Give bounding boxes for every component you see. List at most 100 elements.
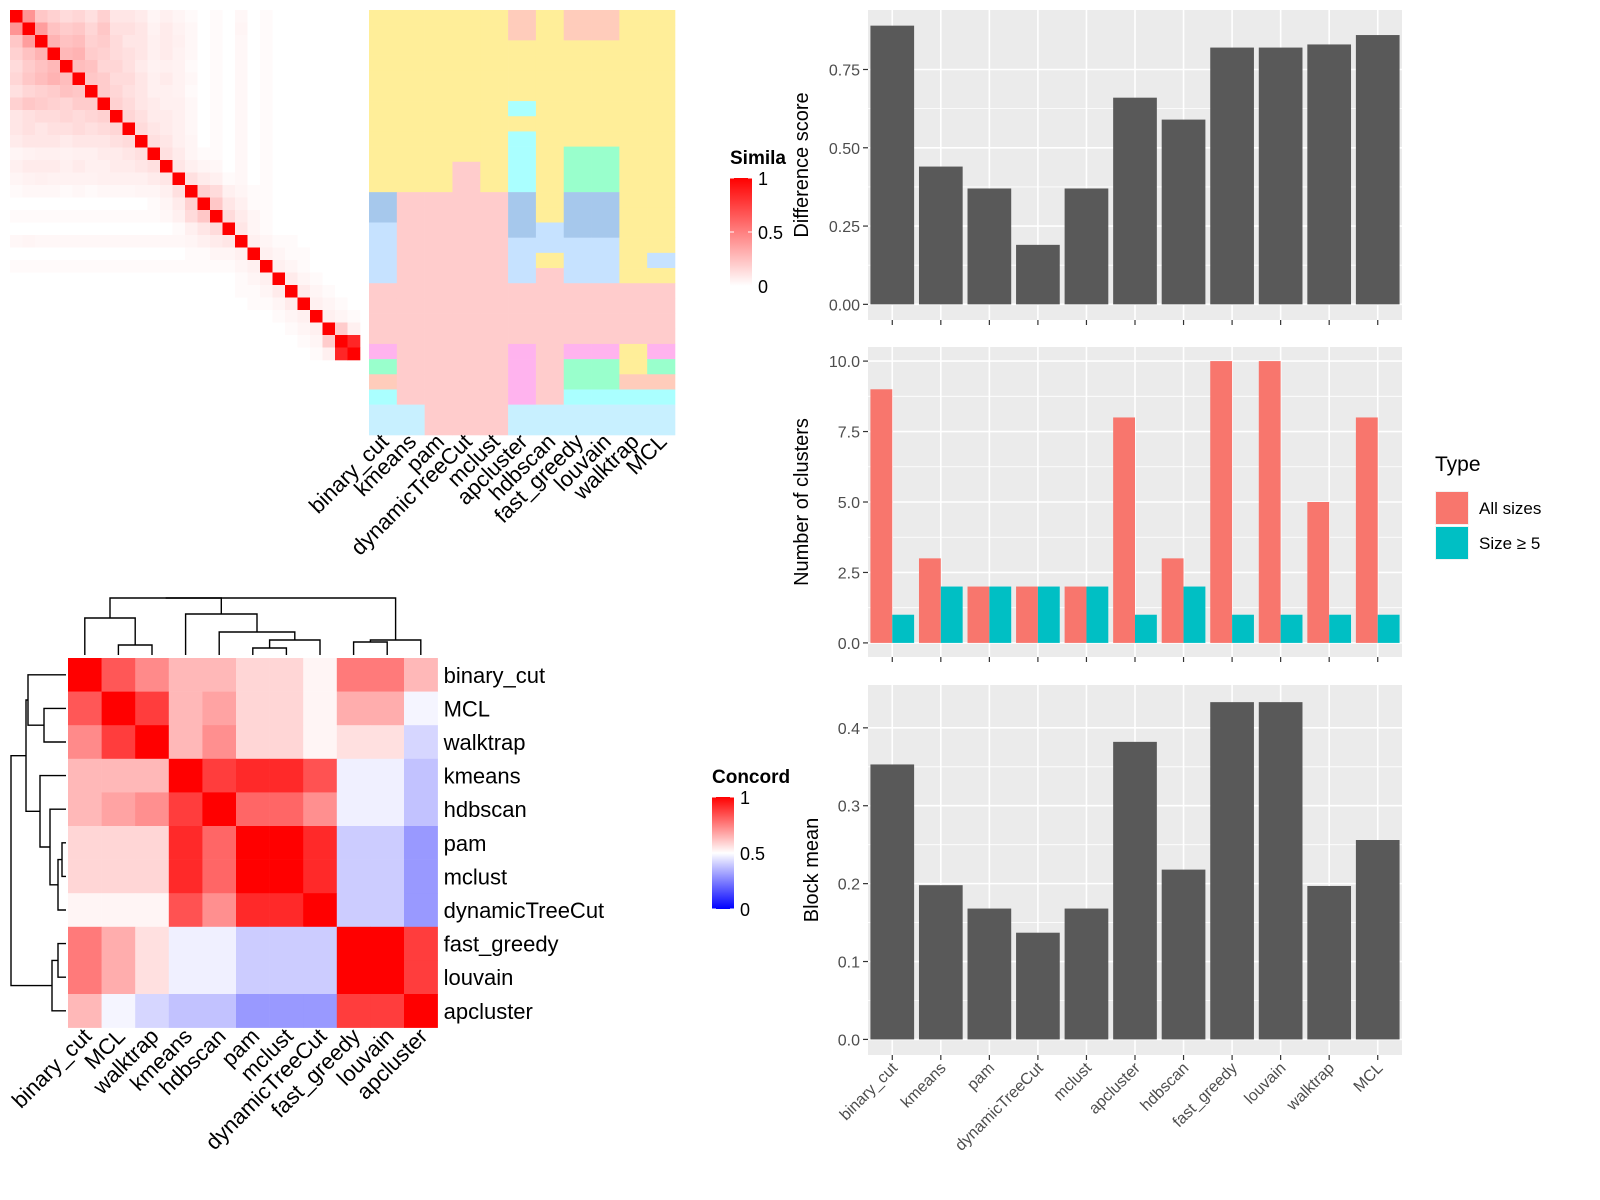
similarity-cell <box>72 247 86 261</box>
similarity-cell <box>72 322 86 336</box>
assignment-cell <box>424 328 453 345</box>
assignment-cell <box>396 55 425 72</box>
assignment-cell <box>647 85 676 102</box>
similarity-cell <box>72 172 86 186</box>
assignment-cell <box>480 161 509 178</box>
similarity-cell <box>85 347 98 361</box>
similarity-cell <box>310 85 323 98</box>
assignment-cell <box>619 25 648 41</box>
y-tick-label: 0.50 <box>829 141 860 158</box>
similarity-cell <box>147 310 161 323</box>
assignment-cell <box>480 419 509 436</box>
similarity-cell <box>260 285 273 298</box>
similarity-cell <box>297 60 311 73</box>
similarity-cell <box>172 85 186 98</box>
similarity-cell <box>135 10 148 23</box>
concordance-cell <box>68 658 102 692</box>
similarity-cell <box>185 47 198 61</box>
similarity-cell <box>160 47 173 61</box>
assignment-cell <box>591 85 620 102</box>
assignment-cell <box>619 283 648 299</box>
left-dendrogram-branch <box>51 959 66 1012</box>
assignment-cell <box>563 283 592 299</box>
similarity-cell <box>160 310 173 323</box>
assignment-cell <box>563 389 592 405</box>
similarity-cell <box>122 10 136 23</box>
similarity-cell <box>122 47 136 61</box>
similarity-cell <box>260 210 273 223</box>
similarity-cell <box>322 285 336 298</box>
concordance-cell <box>168 691 203 726</box>
similarity-cell <box>322 310 336 323</box>
similarity-cell <box>97 110 111 123</box>
similarity-cell <box>272 260 286 273</box>
similarity-cell <box>135 60 148 73</box>
assignment-cell <box>563 85 592 102</box>
bar <box>870 764 915 1040</box>
left-dendrogram-branch <box>61 842 66 878</box>
assignment-cell <box>424 10 453 26</box>
similarity-cell <box>122 185 136 198</box>
similarity-cell <box>85 35 98 48</box>
concordance-cell <box>68 859 102 894</box>
similarity-cell <box>210 135 223 148</box>
assignment-cell <box>369 252 398 269</box>
similarity-cell <box>210 10 223 23</box>
similarity-cell <box>310 10 323 23</box>
assignment-cell <box>535 116 565 132</box>
similarity-cell <box>210 322 223 336</box>
concordance-cell <box>101 994 136 1028</box>
bar-all-sizes <box>870 389 893 643</box>
similarity-cell <box>210 72 223 86</box>
concordance-cell <box>336 994 371 1028</box>
y-tick-label: 0.1 <box>838 955 860 972</box>
similarity-cell <box>147 222 161 236</box>
concordance-cell <box>68 691 102 726</box>
similarity-cell <box>222 72 236 86</box>
similarity-cell <box>47 310 61 323</box>
similarity-cell <box>135 35 148 48</box>
concordance-cell <box>135 792 170 827</box>
similarity-cell <box>272 22 286 36</box>
similarity-cell <box>22 197 36 211</box>
assignment-cell <box>591 222 620 238</box>
similarity-cell <box>22 47 36 61</box>
assignment-cell <box>535 343 565 360</box>
assignment-cell <box>508 404 537 421</box>
assignment-cell <box>452 70 481 87</box>
similarity-cell <box>272 297 286 311</box>
assignment-cell <box>535 298 565 314</box>
similarity-cell <box>10 197 23 211</box>
assignment-cell <box>452 131 481 147</box>
similarity-cell <box>272 347 286 361</box>
similarity-cell <box>97 260 111 273</box>
similarity-cell <box>97 285 111 298</box>
similarity-cell <box>322 97 336 111</box>
assignment-cell <box>647 25 676 41</box>
similarity-cell <box>47 22 61 36</box>
similarity-cell <box>197 122 211 136</box>
similarity-cell <box>85 22 98 36</box>
bar-size-ge-5 <box>1037 586 1060 643</box>
assignment-cell <box>647 101 676 117</box>
similarity-cell <box>147 160 161 173</box>
assignment-cell <box>591 207 620 223</box>
y-tick-label: 7.5 <box>838 425 860 442</box>
similarity-cell <box>110 347 123 361</box>
concordance-cell <box>336 658 371 692</box>
similarity-cell <box>185 22 198 36</box>
similarity-cell <box>122 247 136 261</box>
assignment-cell <box>508 283 537 299</box>
similarity-cell <box>272 322 286 336</box>
concordance-cell <box>370 691 405 726</box>
bar <box>1355 35 1400 305</box>
similarity-cell <box>147 272 161 286</box>
assignment-cell <box>480 116 509 132</box>
similarity-cell <box>297 235 311 248</box>
similarity-cell <box>297 110 311 123</box>
concordance-column-label: binary_cut <box>7 1023 96 1112</box>
similarity-cell <box>322 110 336 123</box>
assignment-cell <box>535 222 565 238</box>
similarity-cell <box>135 322 148 336</box>
assignment-cell <box>619 161 648 178</box>
